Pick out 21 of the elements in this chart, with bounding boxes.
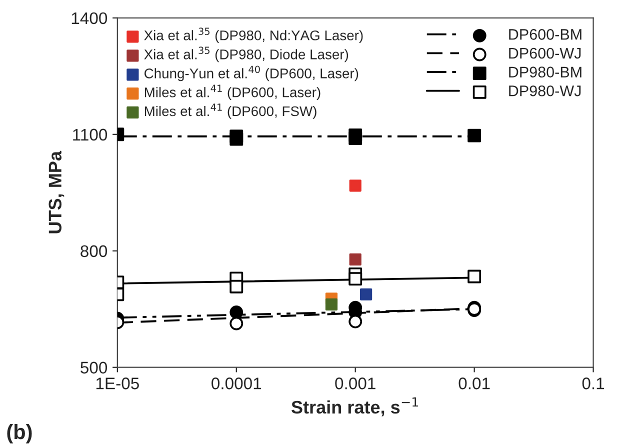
x-tick-label: 0.001 [335,378,376,390]
legend-label: DP600-WJ [509,48,581,59]
y-tick-label: 1100 [73,128,108,141]
legend-label: DP980-WJ [509,85,581,96]
x-tick-label: 1E-05 [96,378,139,390]
y-tick-label: 1400 [72,12,108,24]
text: (b) [7,424,32,444]
legend-label: Miles et al.$^{41}$ (DP600, FSW) [144,104,316,119]
x-tick-label: 0.01 [458,378,490,390]
legend-label: DP980-BM [509,66,582,78]
legend-label: Miles et al.$^{41}$ (DP600, Laser) [144,84,320,100]
x-axis-title: Strain rate, s$^{−1}$ [292,397,418,416]
x-tick-label: 0.0001 [212,378,262,390]
legend-label: DP600-BM [509,29,582,40]
legend-label: Xia et al.$^{35}$ (DP980, Nd:YAG Laser) [144,28,363,44]
y-tick-label: 800 [80,245,108,258]
y-axis-title: UTS, MPa [48,150,64,234]
x-tick-label: 0.1 [582,378,604,390]
legend-label: Xia et al.$^{35}$ (DP980, Diode Laser) [144,46,348,62]
y-tick-label: 500 [80,362,108,374]
legend-label: Chung-Yun et al.$^{40}$ (DP600, Laser) [144,66,358,82]
